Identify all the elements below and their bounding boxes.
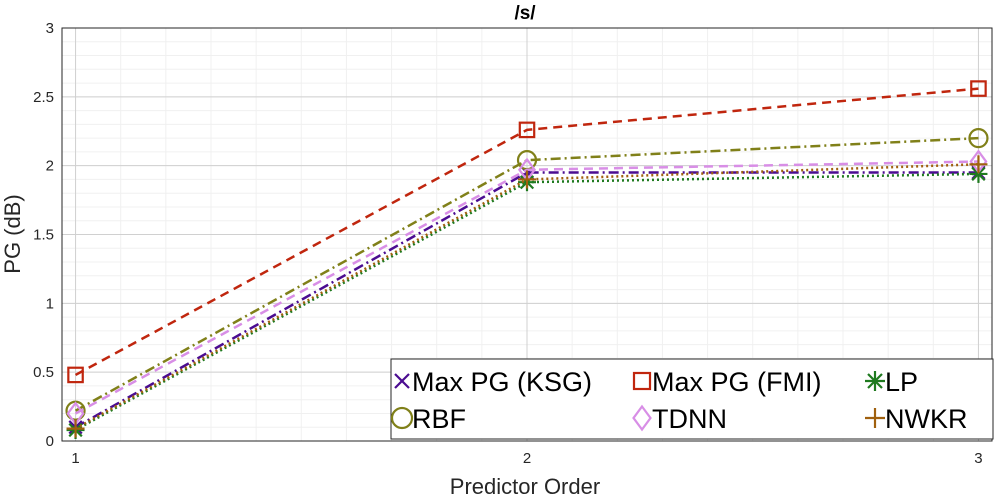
y-tick-label: 2 <box>46 158 54 175</box>
data-point-max-pg-fmi <box>518 121 536 139</box>
legend-box <box>390 358 994 440</box>
legend-label-max-pg-ksg: Max PG (KSG) <box>412 367 592 397</box>
legend-label-lp: LP <box>885 367 918 397</box>
x-tick-label: 1 <box>71 450 79 467</box>
data-point-rbf <box>968 128 989 149</box>
series-line-tdnn <box>74 160 979 415</box>
legend-marker-tdnn <box>632 404 652 432</box>
plot-area-frame <box>61 27 993 442</box>
legend-label-tdnn: TDNN <box>652 404 727 434</box>
legend-marker-max-pg-ksg <box>394 373 410 389</box>
series-layer <box>65 80 989 439</box>
data-point-max-pg-fmi <box>67 366 84 384</box>
legend-item-nwkr: NWKR <box>865 404 968 434</box>
legend-item-lp: LP <box>865 367 918 397</box>
legend-marker-max-pg-fmi <box>632 371 652 391</box>
y-tick-label: 3 <box>46 20 54 37</box>
y-axis-ticks: 0 0.5 1 1.5 2 2.5 3 <box>33 20 54 450</box>
series-nwkr <box>66 155 988 438</box>
x-tick-label: 2 <box>523 450 531 467</box>
series-max-pg-fmi <box>67 80 987 384</box>
data-point-max-pg-fmi <box>970 80 987 97</box>
y-tick-label: 0 <box>46 433 54 450</box>
legend-item-tdnn: TDNN <box>632 404 727 434</box>
y-tick-label: 1.5 <box>33 227 54 244</box>
x-axis-title: Predictor Order <box>450 474 600 498</box>
y-axis-title: PG (dB) <box>0 194 25 273</box>
legend-marker-lp <box>865 371 885 391</box>
data-point-nwkr <box>969 155 988 174</box>
legend-item-max-pg-fmi: Max PG (FMI) <box>632 367 822 397</box>
data-point-nwkr <box>66 419 85 438</box>
data-point-nwkr <box>518 170 536 189</box>
legend-label-nwkr: NWKR <box>885 404 968 434</box>
legend-item-max-pg-ksg: Max PG (KSG) <box>394 367 592 397</box>
y-tick-label: 1 <box>46 295 54 312</box>
legend-marker-nwkr <box>865 408 885 428</box>
chart-title: /s/ <box>514 3 536 24</box>
y-tick-label: 2.5 <box>33 89 54 106</box>
legend-label-rbf: RBF <box>412 404 466 434</box>
series-line-lp <box>74 172 979 432</box>
y-tick-label: 0.5 <box>33 364 54 381</box>
series-line-max-pg-fmi <box>74 87 979 377</box>
legend-label-max-pg-fmi: Max PG (FMI) <box>652 367 822 397</box>
x-tick-label: 3 <box>974 450 982 467</box>
legend-item-rbf: RBF <box>390 404 466 434</box>
legend: Max PG (KSG) Max PG (FMI) LP RBF TDNN NWKR <box>390 358 994 440</box>
x-axis-ticks: 1 2 3 <box>71 450 982 467</box>
legend-marker-rbf <box>390 406 414 430</box>
